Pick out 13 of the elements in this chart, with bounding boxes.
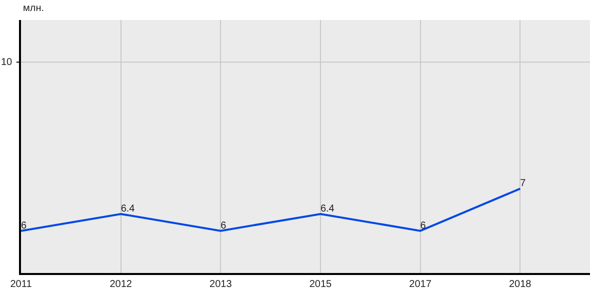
x-tick-label: 2015 bbox=[309, 278, 332, 290]
data-label: 7 bbox=[520, 178, 526, 190]
data-label: 6 bbox=[220, 220, 227, 232]
x-tick-label: 2012 bbox=[110, 278, 132, 290]
data-label: 6.4 bbox=[120, 203, 136, 214]
data-label: 6.4 bbox=[320, 203, 335, 214]
x-tick-label: 2011 bbox=[10, 278, 32, 290]
x-tick-label: 2017 bbox=[409, 278, 432, 290]
x-tick-label: 2013 bbox=[210, 278, 232, 290]
data-label: 6 bbox=[21, 220, 27, 232]
x-tick-label: 2018 bbox=[508, 278, 532, 290]
ref-line-label: 10 bbox=[1, 57, 13, 68]
y-axis-title: млн. bbox=[23, 3, 44, 14]
